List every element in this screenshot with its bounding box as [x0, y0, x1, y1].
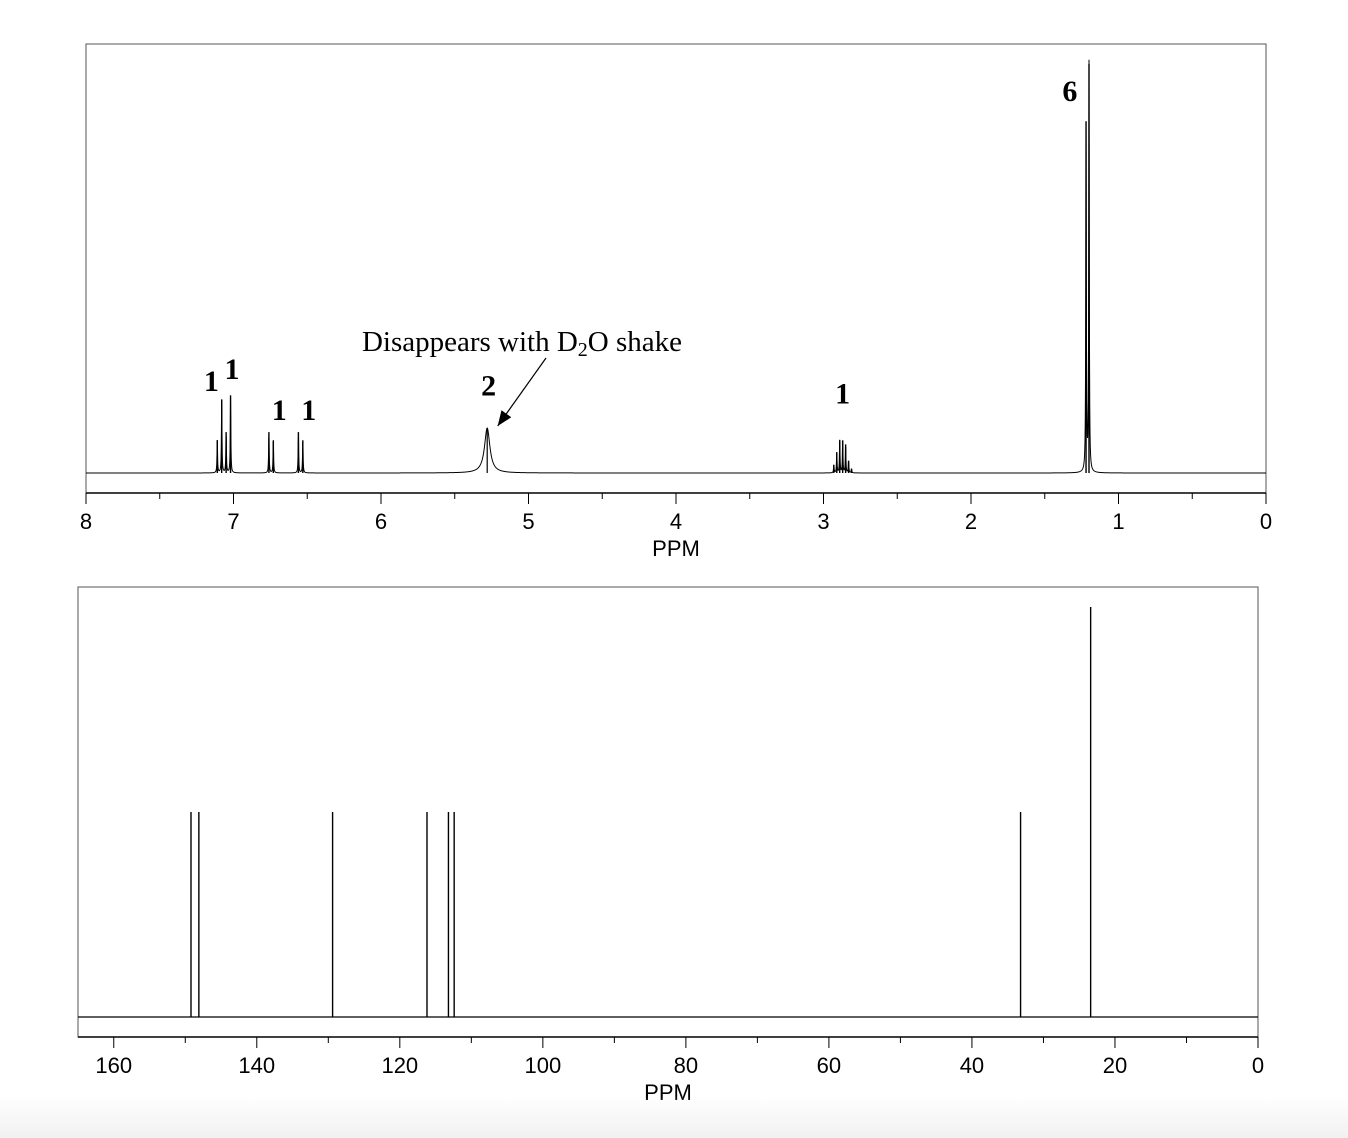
spectrum-trace [86, 59, 1266, 474]
integration-label: 1 [225, 353, 240, 386]
integration-label: 1 [272, 394, 287, 427]
plot-frame [77, 586, 1259, 1038]
annotation-part: Disappears with D [362, 326, 578, 358]
integration-label: 1 [301, 394, 316, 427]
tick-label: 2 [965, 509, 977, 534]
tick-label: 160 [95, 1053, 132, 1078]
tick-label: 100 [524, 1053, 561, 1078]
tick-label: 0 [1260, 509, 1272, 534]
annotation-text: Disappears with D2O shake [362, 326, 682, 361]
annotation-subscript: 2 [578, 339, 588, 361]
tick-label: 6 [375, 509, 387, 534]
tick-label: 0 [1252, 1053, 1264, 1078]
bottom-fade [0, 1096, 1348, 1138]
integration-label: 2 [481, 369, 496, 402]
tick-label: 20 [1103, 1053, 1127, 1078]
integration-label: 1 [204, 365, 219, 398]
tick-label: 1 [1112, 509, 1124, 534]
tick-label: 5 [522, 509, 534, 534]
tick-label: 8 [80, 509, 92, 534]
tick-label: 80 [674, 1053, 698, 1078]
tick-label: 120 [381, 1053, 418, 1078]
arrow-head [497, 410, 512, 426]
annotation-part: O shake [588, 326, 682, 358]
tick-label: 140 [238, 1053, 275, 1078]
x-axis-label: PPM [652, 536, 700, 561]
tick-label: 4 [670, 509, 682, 534]
tick-label: 60 [817, 1053, 841, 1078]
tick-label: 3 [817, 509, 829, 534]
integration-label: 1 [835, 377, 850, 410]
tick-label: 7 [227, 509, 239, 534]
integration-label: 6 [1062, 75, 1077, 108]
tick-label: 40 [960, 1053, 984, 1078]
